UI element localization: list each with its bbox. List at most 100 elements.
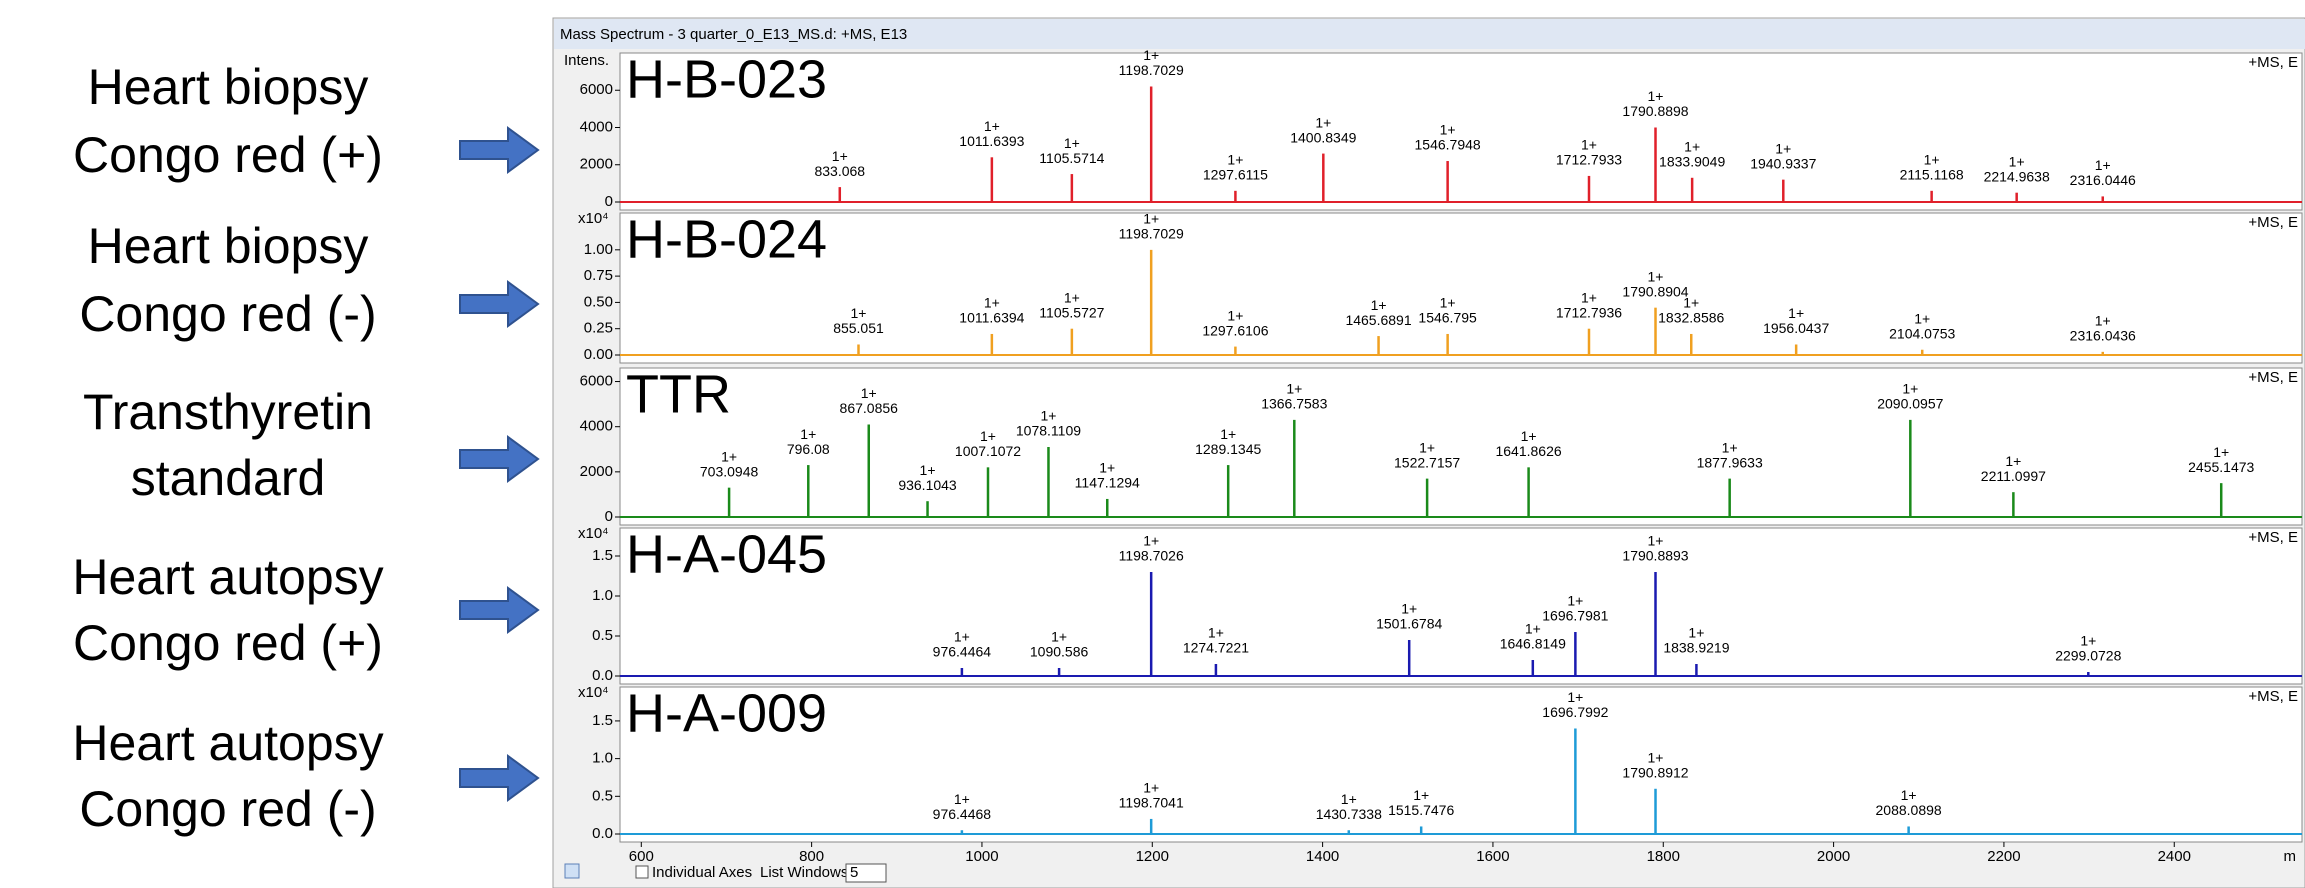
peak-charge: 1+ [920, 462, 936, 478]
peak-charge: 1+ [2080, 633, 2096, 649]
peak-label: 1832.8586 [1658, 310, 1724, 326]
peak-label: 1641.8626 [1495, 443, 1561, 459]
peak-charge: 1+ [1227, 307, 1243, 323]
peak-charge: 1+ [1648, 533, 1664, 549]
panel-title: H-A-045 [626, 524, 827, 584]
peak-label: 1105.5727 [1039, 304, 1104, 320]
list-input[interactable] [845, 863, 887, 883]
panel-title: H-B-024 [626, 209, 827, 269]
peak-label: 1147.1294 [1075, 475, 1140, 491]
peak-charge: 1+ [861, 385, 877, 401]
checkbox-label: Individual Axes [652, 864, 752, 881]
annotation: standard [131, 450, 326, 506]
peak-charge: 1+ [1648, 88, 1664, 104]
peak-label: 2316.0446 [2070, 172, 2136, 188]
peak-charge: 1+ [954, 791, 970, 807]
x-tick-label: 1000 [965, 848, 998, 865]
peak-charge: 1+ [1371, 297, 1387, 313]
x-tick-label: 600 [629, 848, 654, 865]
peak-label: 1105.5714 [1039, 150, 1104, 166]
arrow [459, 126, 540, 174]
peak-charge: 1+ [1143, 780, 1159, 796]
y-tick-label: 6000 [580, 373, 613, 390]
plot-area [619, 686, 2303, 843]
peak-label: 1198.7041 [1119, 795, 1184, 811]
spectrum-label: +MS, E [2248, 369, 2298, 386]
peak-label: 1289.1345 [1195, 441, 1261, 457]
peak-label: 2090.0957 [1877, 396, 1943, 412]
peak-label: 1297.6115 [1203, 167, 1268, 183]
peak-label: 1522.7157 [1394, 454, 1460, 470]
arrow [459, 754, 540, 802]
peak-label: 1007.1072 [955, 443, 1021, 459]
list-value: 5 [850, 864, 858, 881]
peak-charge: 1+ [1440, 295, 1456, 311]
peak-label: 703.0948 [700, 463, 759, 479]
annotation: Heart autopsy [72, 549, 383, 605]
y-tick-label: 4000 [580, 418, 613, 435]
peak-charge: 1+ [851, 305, 867, 321]
peak-label: 1712.7933 [1556, 152, 1622, 168]
spectrum-label: +MS, E [2248, 214, 2298, 231]
peak-label: 2299.0728 [2055, 648, 2121, 664]
peak-label: 1011.6394 [959, 310, 1024, 326]
annotation: Congo red (-) [79, 286, 376, 342]
peak-label: 2115.1168 [1900, 167, 1964, 183]
peak-label: 1198.7029 [1119, 226, 1184, 242]
peak-charge: 1+ [1064, 289, 1080, 305]
y-tick-label: 6000 [580, 81, 613, 98]
peak-label: 1198.7029 [1119, 62, 1184, 78]
y-tick-label: 0.0 [592, 825, 613, 842]
y-tick-label: 0 [605, 193, 613, 210]
y-tick-label: 0.0 [592, 667, 613, 684]
peak-label: 1515.7476 [1388, 802, 1454, 818]
peak-charge: 1+ [2005, 453, 2021, 469]
tool-button[interactable] [564, 863, 580, 879]
plot-area [619, 212, 2303, 364]
peak-charge: 1+ [1648, 268, 1664, 284]
peak-label: 936.1043 [898, 477, 957, 493]
peak-charge: 1+ [1581, 137, 1597, 153]
peak-charge: 1+ [1143, 47, 1159, 63]
peak-label: 2214.9638 [1984, 168, 2050, 184]
y-tick-label: 2000 [580, 156, 613, 173]
peak-charge: 1+ [1040, 408, 1056, 424]
peak-charge: 1+ [1401, 601, 1417, 617]
peak-charge: 1+ [1683, 295, 1699, 311]
peak-label: 1198.7026 [1119, 548, 1184, 564]
annotation: Congo red (-) [79, 781, 376, 837]
peak-label: 833.068 [814, 163, 865, 179]
peak-charge: 1+ [984, 295, 1000, 311]
peak-label: 1366.7583 [1261, 396, 1327, 412]
checkbox[interactable] [635, 865, 649, 879]
peak-label: 976.4468 [933, 806, 992, 822]
peak-label: 1400.8349 [1290, 129, 1356, 145]
panel-title: H-B-023 [626, 49, 827, 109]
x-tick-label: 2400 [2158, 848, 2191, 865]
peak-label: 2088.0898 [1876, 802, 1942, 818]
panel-title: TTR [626, 364, 731, 424]
y-tick-label: 2000 [580, 463, 613, 480]
y-tick-label: 1.5 [592, 547, 613, 564]
peak-charge: 1+ [2095, 157, 2111, 173]
y-tick-label: 1.0 [592, 750, 613, 767]
peak-label: 1712.7936 [1556, 304, 1622, 320]
peak-label: 1078.1109 [1016, 423, 1081, 439]
peak-charge: 1+ [1722, 439, 1738, 455]
peak-label: 1790.8893 [1622, 548, 1688, 564]
peak-label: 2211.0997 [1981, 468, 2046, 484]
peak-charge: 1+ [984, 118, 1000, 134]
spectrum-label: +MS, E [2248, 688, 2298, 705]
peak-label: 1696.7992 [1542, 704, 1608, 720]
peak-charge: 1+ [1220, 426, 1236, 442]
title-bar [554, 19, 2305, 49]
peak-label: 867.0856 [840, 400, 899, 416]
y-tick-label: 0.25 [584, 320, 613, 337]
peak-charge: 1+ [1924, 152, 1940, 168]
x-tick-label: 2200 [1987, 848, 2020, 865]
peak-charge: 1+ [1208, 625, 1224, 641]
annotation: Congo red (+) [73, 615, 383, 671]
peak-label: 976.4464 [933, 644, 992, 660]
peak-charge: 1+ [1788, 305, 1804, 321]
